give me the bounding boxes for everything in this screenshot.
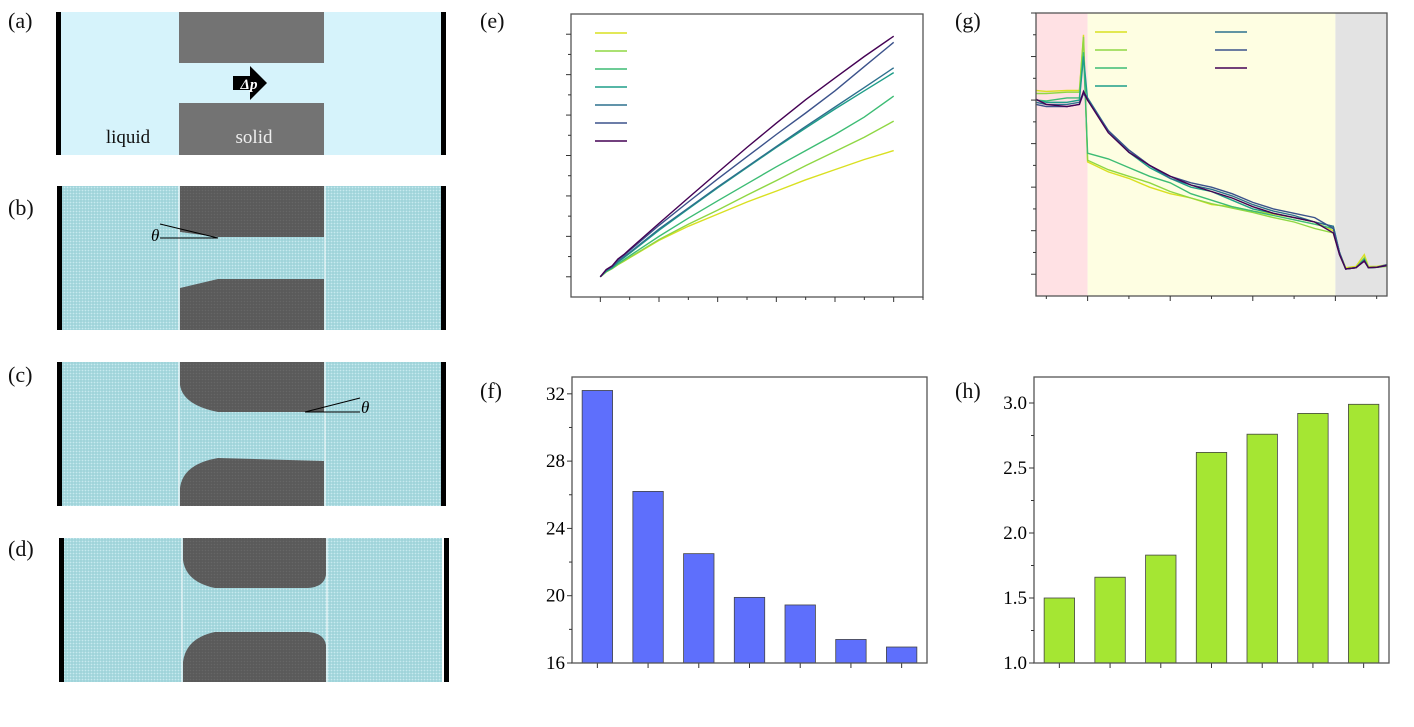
y-tick-label: 24 [546, 518, 566, 539]
series-line-in-cone15 [599, 95, 895, 278]
panel-label-b: (b) [8, 195, 34, 220]
series-line-out-cone5 [599, 67, 895, 278]
right-wall [444, 538, 449, 682]
y-tick-label: 16 [546, 653, 565, 674]
y-tick-label: 28 [546, 451, 565, 472]
bar-out-cone15 [835, 639, 867, 664]
chart-h-pressure-diff: 1.0 1.5 2.0 2.5 3.0 [1003, 376, 1390, 674]
series-line-out-optimized [1035, 89, 1388, 270]
snapshot-d [59, 538, 449, 682]
y-tick-label: 3.0 [1003, 393, 1027, 414]
right-wall [441, 186, 446, 330]
plot-frame [571, 376, 928, 664]
bar-out-cone5 [784, 604, 816, 664]
left-wall [57, 186, 62, 330]
chart-f-resistance: 16 20 24 28 32 [546, 376, 928, 674]
theta-label: θ [151, 226, 159, 245]
right-wall [441, 362, 446, 506]
solid-label: solid [236, 127, 273, 148]
pressure-arrow-icon [233, 66, 267, 100]
panel-label-f: (f) [480, 378, 502, 403]
bar-out-optimized [886, 646, 918, 664]
theta-label: θ [361, 398, 369, 417]
bar-in-cone5 [1094, 576, 1126, 664]
left-wall [56, 12, 61, 155]
chart-e-flow-count [566, 13, 924, 302]
panel-label-c: (c) [8, 362, 33, 387]
y-tick-label: 20 [546, 586, 565, 607]
series-line-in-cone5 [599, 120, 895, 278]
bar-in-optimized [733, 596, 766, 664]
md-snapshots: θ θ [57, 186, 449, 682]
panel-label-h: (h) [955, 378, 981, 403]
bar-out-optimized [1348, 403, 1380, 664]
solid-top-block [179, 12, 324, 63]
series-line-in-cylinder [599, 149, 894, 278]
plot-frame [1033, 376, 1390, 664]
y-tick-label: 1.5 [1003, 588, 1027, 609]
snapshot-c: θ [57, 362, 446, 506]
pressure-arrow-label: Δp [240, 77, 258, 93]
bar-in-cone15 [683, 553, 715, 664]
bar-in-cylinder [1043, 597, 1075, 664]
panel-label-e: (e) [480, 8, 505, 33]
bar-in-cone15 [1145, 554, 1177, 664]
bar-out-cone15 [1297, 413, 1329, 664]
left-wall [59, 538, 64, 682]
y-tick-label: 2.0 [1003, 523, 1027, 544]
right-wall [441, 12, 446, 155]
snapshot-b: θ [57, 186, 446, 330]
y-tick-label: 32 [546, 384, 565, 405]
region-0 [1036, 13, 1088, 296]
left-wall [57, 362, 62, 506]
solid-bottom-block [179, 103, 324, 155]
bar-in-optimized [1195, 452, 1228, 664]
region-1 [1087, 13, 1336, 296]
bar-in-cylinder [581, 390, 613, 664]
y-tick-label: 1.0 [1003, 653, 1027, 674]
region-2 [1335, 13, 1387, 296]
panel-label-d: (d) [8, 536, 34, 561]
liquid-label: liquid [106, 127, 151, 148]
panel-label-a: (a) [8, 8, 33, 33]
panel-label-g: (g) [955, 8, 981, 33]
series-line-out-optimized [599, 35, 895, 278]
bar-in-cone5 [632, 491, 664, 664]
chart-g-pressure-profile [1031, 12, 1388, 301]
schematic-a: Δp liquid solid [56, 12, 446, 155]
y-tick-label: 2.5 [1003, 458, 1027, 479]
bar-out-cone5 [1246, 433, 1278, 664]
